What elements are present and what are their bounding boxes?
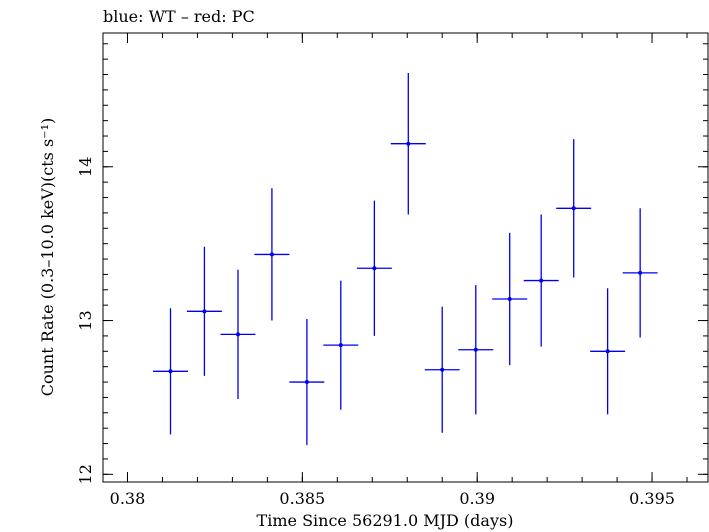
data-point-11 (539, 278, 544, 283)
y-tick-label-0: 12 (76, 464, 95, 484)
x-tick-label-1: 0.385 (279, 489, 325, 508)
x-tick-label-2: 0.39 (459, 489, 495, 508)
data-point-10 (507, 297, 512, 302)
data-point-7 (406, 141, 411, 146)
data-point-4 (304, 380, 309, 385)
data-points (168, 141, 643, 385)
error-bars (153, 72, 658, 446)
plot-frame (102, 32, 709, 483)
data-point-9 (473, 347, 478, 352)
data-point-12 (571, 206, 576, 211)
data-point-5 (338, 343, 343, 348)
data-point-3 (269, 252, 274, 257)
y-axis-label: Count Rate (0.3–10.0 keV)(cts s⁻¹) (38, 118, 57, 397)
y-tick-label-1: 13 (76, 310, 95, 330)
x-axis-label: Time Since 56291.0 MJD (days) (257, 511, 514, 530)
data-point-8 (440, 367, 445, 372)
data-point-14 (638, 270, 643, 275)
y-tick-label-2: 14 (76, 157, 95, 177)
x-tick-label-0: 0.38 (110, 489, 146, 508)
x-tick-label-3: 0.395 (629, 489, 675, 508)
data-point-0 (168, 369, 173, 374)
chart-title: blue: WT – red: PC (103, 7, 255, 26)
data-point-13 (605, 349, 610, 354)
axis-ticks: 0.38 0.385 0.39 0.395 12 13 14 (76, 33, 708, 508)
data-point-2 (235, 332, 240, 337)
data-point-6 (372, 266, 377, 271)
data-point-1 (202, 309, 207, 314)
